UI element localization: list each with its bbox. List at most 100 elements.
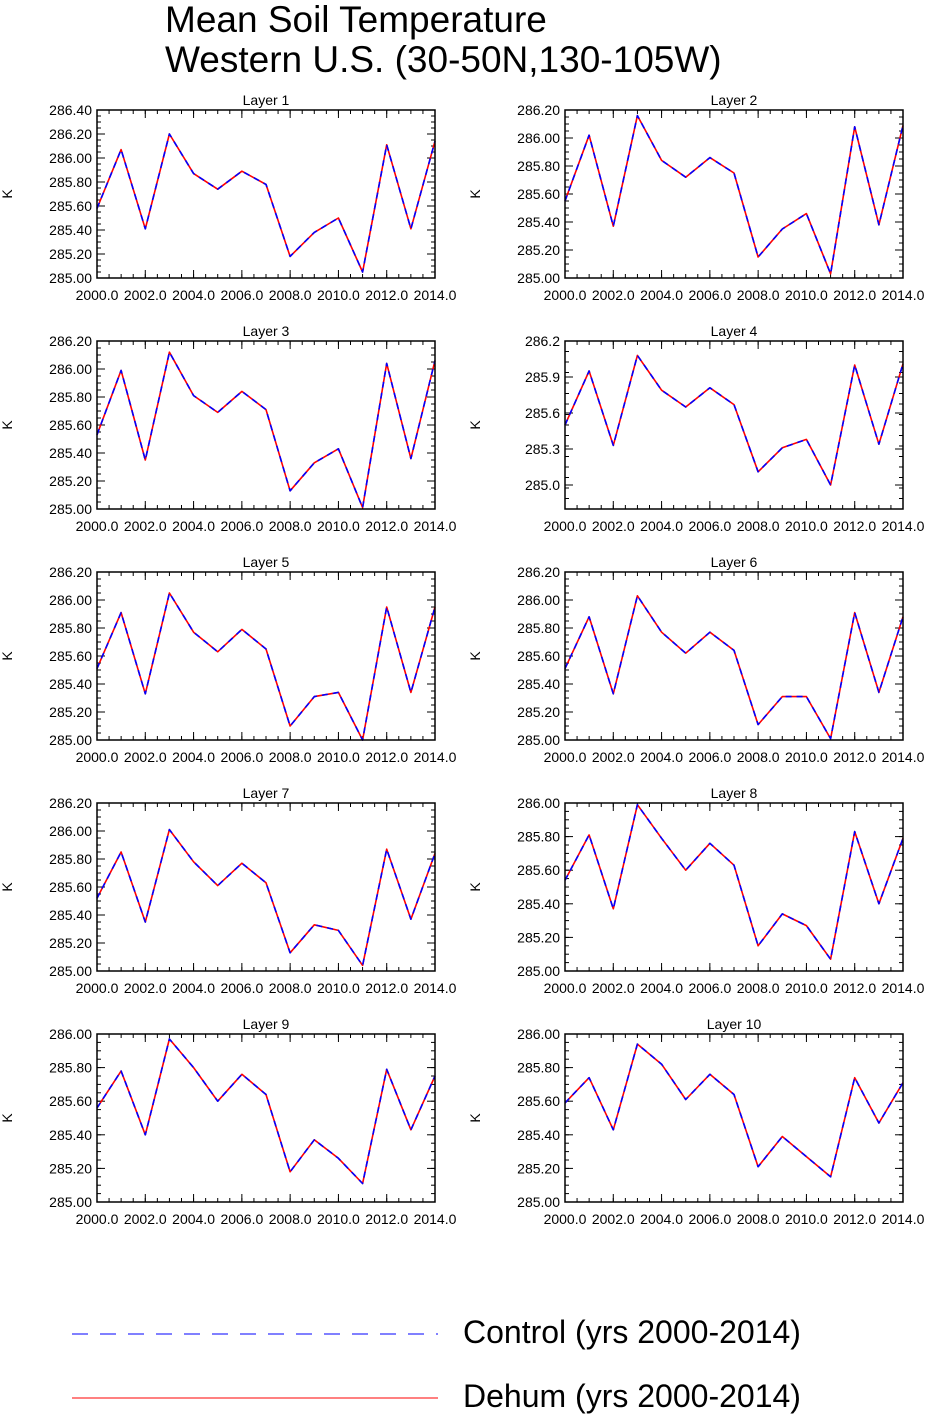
y-tick-label: 286.20 <box>517 102 560 118</box>
x-tick-label: 2006.0 <box>220 518 263 534</box>
x-tick-label: 2014.0 <box>414 1211 457 1227</box>
series-line-dehum <box>564 1043 904 1178</box>
y-tick-label: 285.40 <box>49 1127 92 1143</box>
y-tick-label: 285.80 <box>517 829 560 845</box>
x-tick-label: 2008.0 <box>269 518 312 534</box>
y-tick-label: 285.00 <box>517 1194 560 1210</box>
x-tick-label: 2012.0 <box>365 1211 408 1227</box>
x-tick-label: 2012.0 <box>833 980 876 996</box>
chart-panel: Layer 1 K 285.00 285.20 285.40 285.60 285.80 28… <box>0 92 457 303</box>
x-tick-label: 2010.0 <box>317 287 360 303</box>
y-tick-label: 286.20 <box>49 333 92 349</box>
panel-title: Layer 3 <box>243 323 290 339</box>
series-line-control <box>96 1038 436 1185</box>
y-tick-label: 285.80 <box>517 1060 560 1076</box>
chart-panel: Layer 2 K 285.00 285.20 285.40 285.60 285.80 28… <box>467 92 925 303</box>
y-tick-label: 286.00 <box>49 592 92 608</box>
x-tick-label: 2002.0 <box>124 518 167 534</box>
y-tick-label: 286.00 <box>49 150 92 166</box>
y-tick-label: 285.00 <box>517 732 560 748</box>
x-tick-label: 2014.0 <box>882 749 925 765</box>
series-line-control <box>564 354 904 486</box>
y-tick-label: 285.40 <box>517 896 560 912</box>
panel-frame <box>96 340 436 510</box>
x-tick-label: 2000.0 <box>544 518 587 534</box>
x-tick-label: 2006.0 <box>688 1211 731 1227</box>
y-tick-label: 285.40 <box>49 907 92 923</box>
x-tick-label: 2002.0 <box>124 287 167 303</box>
x-tick-label: 2010.0 <box>317 518 360 534</box>
series-line-dehum <box>564 594 904 740</box>
panel-frame <box>564 340 904 510</box>
x-tick-label: 2014.0 <box>414 518 457 534</box>
y-tick-label: 285.80 <box>49 851 92 867</box>
series-line-dehum <box>96 828 436 967</box>
panel-title: Layer 9 <box>243 1016 290 1032</box>
x-tick-label: 2012.0 <box>365 749 408 765</box>
y-tick-label: 285.60 <box>517 648 560 664</box>
legend-swatches <box>72 1333 438 1399</box>
x-tick-label: 2010.0 <box>317 749 360 765</box>
y-tick-label: 285.20 <box>517 704 560 720</box>
chart-panel: Layer 8 K 285.00 285.20 285.40 285.60 285.80 28… <box>467 785 925 996</box>
x-tick-label: 2010.0 <box>785 1211 828 1227</box>
x-tick-label: 2002.0 <box>124 980 167 996</box>
panel-title: Layer 2 <box>711 92 758 108</box>
y-tick-label: 285.40 <box>517 1127 560 1143</box>
y-tick-label: 285.3 <box>525 441 560 457</box>
chart-title-line1: Mean Soil Temperature <box>165 0 547 40</box>
x-tick-label: 2014.0 <box>882 1211 925 1227</box>
x-tick-label: 2004.0 <box>640 749 683 765</box>
y-tick-label: 285.40 <box>517 676 560 692</box>
chart-panel: Layer 5 K 285.00 285.20 285.40 285.60 285.80 28… <box>0 554 457 765</box>
series-line-control <box>564 1043 904 1178</box>
x-tick-label: 2000.0 <box>76 287 119 303</box>
x-tick-label: 2000.0 <box>76 518 119 534</box>
y-tick-label: 285.60 <box>49 1093 92 1109</box>
x-tick-label: 2010.0 <box>785 749 828 765</box>
series-line-control <box>96 351 436 509</box>
x-tick-label: 2012.0 <box>365 518 408 534</box>
x-tick-label: 2010.0 <box>317 1211 360 1227</box>
y-axis-label: K <box>0 651 15 661</box>
x-tick-label: 2008.0 <box>269 749 312 765</box>
x-tick-label: 2014.0 <box>882 287 925 303</box>
y-tick-label: 285.00 <box>49 270 92 286</box>
y-tick-label: 285.00 <box>49 1194 92 1210</box>
y-tick-label: 285.80 <box>517 620 560 636</box>
x-tick-label: 2004.0 <box>172 1211 215 1227</box>
y-tick-label: 286.40 <box>49 102 92 118</box>
y-tick-label: 285.20 <box>49 1160 92 1176</box>
series-line-control <box>564 114 904 275</box>
x-tick-label: 2006.0 <box>688 287 731 303</box>
panel-title: Layer 6 <box>711 554 758 570</box>
x-tick-label: 2000.0 <box>76 749 119 765</box>
y-tick-label: 285.00 <box>49 963 92 979</box>
y-tick-label: 285.40 <box>517 214 560 230</box>
y-tick-label: 285.20 <box>517 1160 560 1176</box>
y-tick-label: 285.60 <box>517 862 560 878</box>
x-tick-label: 2008.0 <box>737 518 780 534</box>
y-tick-label: 285.60 <box>517 1093 560 1109</box>
y-tick-label: 286.00 <box>49 823 92 839</box>
y-tick-label: 285.20 <box>49 473 92 489</box>
x-tick-label: 2004.0 <box>640 287 683 303</box>
x-tick-label: 2014.0 <box>882 980 925 996</box>
x-tick-label: 2010.0 <box>785 287 828 303</box>
x-tick-label: 2010.0 <box>317 980 360 996</box>
y-tick-label: 286.2 <box>525 333 560 349</box>
series-line-control <box>564 594 904 740</box>
y-tick-label: 285.0 <box>525 477 560 493</box>
y-tick-label: 285.20 <box>49 704 92 720</box>
y-axis-label: K <box>467 189 483 199</box>
series-line-dehum <box>564 803 904 961</box>
panel-title: Layer 8 <box>711 785 758 801</box>
x-tick-label: 2014.0 <box>414 287 457 303</box>
x-tick-label: 2004.0 <box>172 980 215 996</box>
y-tick-label: 285.80 <box>517 158 560 174</box>
legend: Control (yrs 2000-2014) Dehum (yrs 2000-… <box>0 1300 926 1418</box>
y-axis-label: K <box>0 420 15 430</box>
y-tick-label: 285.60 <box>49 198 92 214</box>
panel-title: Layer 1 <box>243 92 290 108</box>
x-tick-label: 2004.0 <box>640 1211 683 1227</box>
